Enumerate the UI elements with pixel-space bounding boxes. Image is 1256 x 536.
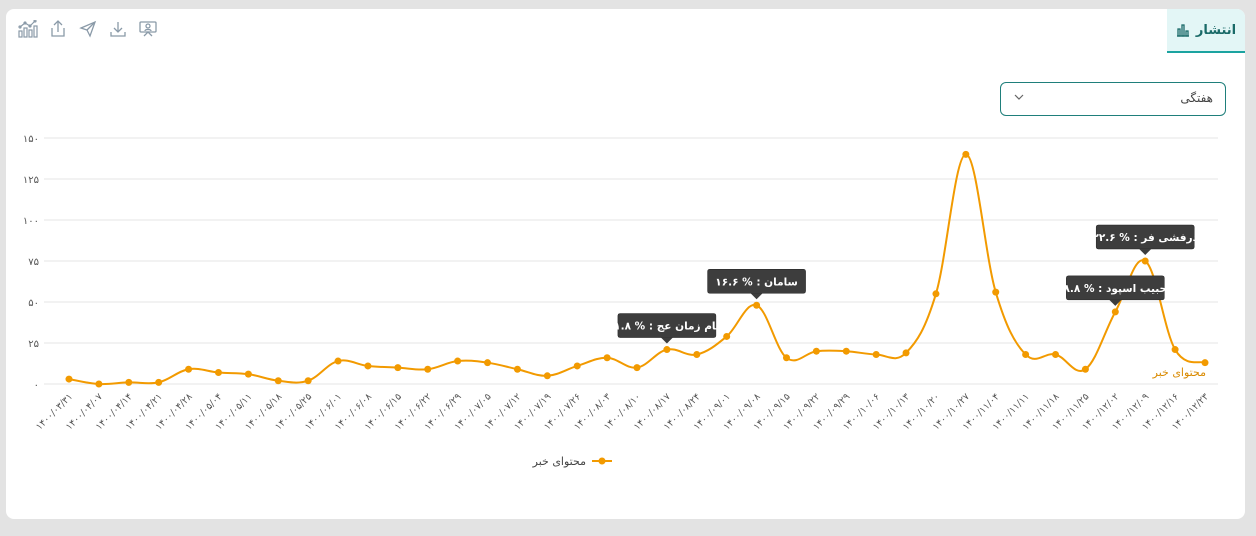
- data-point[interactable]: [155, 378, 163, 386]
- series-points: [65, 150, 1209, 388]
- series-line: [68, 153, 1206, 386]
- tab-publish[interactable]: انتشار: [1167, 9, 1245, 53]
- data-point[interactable]: [125, 378, 133, 386]
- data-point[interactable]: [274, 377, 282, 385]
- y-tick-label: ۰: [34, 380, 39, 391]
- data-point[interactable]: [513, 365, 521, 373]
- annotation-label: حبیب اسپود : % ۸.۸: [1064, 283, 1168, 295]
- y-tick-label: ۱۰۰: [23, 216, 39, 227]
- data-point[interactable]: [1022, 350, 1030, 358]
- legend[interactable]: محتوای خبر: [532, 455, 612, 468]
- share-icon[interactable]: [48, 19, 68, 39]
- legend-label: محتوای خبر: [532, 455, 586, 468]
- annotation: امام زمان عج : % ۳۱.۸: [608, 313, 726, 344]
- data-point[interactable]: [812, 347, 820, 355]
- annotation-pointer: [750, 293, 763, 300]
- data-point[interactable]: [65, 375, 73, 383]
- period-select[interactable]: هفتگی: [1000, 82, 1226, 116]
- data-point[interactable]: [1171, 346, 1179, 354]
- data-point[interactable]: [214, 369, 222, 377]
- data-point[interactable]: [723, 332, 731, 340]
- data-point[interactable]: [304, 377, 312, 385]
- data-point[interactable]: [932, 290, 940, 298]
- annotation-label: درفشی فر : % ۲۲.۶: [1092, 232, 1198, 244]
- data-point[interactable]: [1111, 308, 1119, 316]
- download-icon[interactable]: [108, 19, 128, 39]
- bar-chart-icon: [1176, 24, 1189, 37]
- data-point[interactable]: [902, 349, 910, 357]
- chevron-down-icon: [1014, 94, 1024, 100]
- data-point[interactable]: [962, 150, 970, 158]
- send-icon[interactable]: [78, 19, 98, 39]
- data-point[interactable]: [334, 357, 342, 365]
- period-select-value: هفتگی: [1180, 91, 1213, 105]
- data-point[interactable]: [95, 380, 103, 388]
- data-point[interactable]: [633, 364, 641, 372]
- series-end-label: محتوای خبر: [1152, 366, 1206, 379]
- gridlines: [44, 137, 1218, 385]
- x-axis-ticks: ۱۴۰۰/۰۳/۳۱۱۴۰۰/۰۴/۰۷۱۴۰۰/۰۴/۱۴۱۴۰۰/۰۴/۲۱…: [34, 391, 1211, 432]
- data-point[interactable]: [1201, 359, 1209, 367]
- chart-type-icon[interactable]: [18, 19, 38, 39]
- data-point[interactable]: [185, 365, 193, 373]
- data-point[interactable]: [842, 347, 850, 355]
- data-point[interactable]: [1141, 257, 1149, 265]
- line-chart: ۰ ۲۵ ۵۰ ۷۵ ۱۰۰ ۱۲۵ ۱۵۰ ۱۴۰۰/۰۳/۳۱۱۴۰۰/۰۴/۰۷۱۴۰…: [23, 134, 1218, 468]
- data-point[interactable]: [573, 362, 581, 370]
- data-point[interactable]: [543, 372, 551, 380]
- annotation-label: امام زمان عج : % ۳۱.۸: [608, 321, 726, 333]
- chart-toolbar: [18, 19, 158, 39]
- annotation-pointer: [1139, 249, 1152, 255]
- data-point[interactable]: [603, 354, 611, 362]
- data-point[interactable]: [244, 370, 252, 378]
- data-point[interactable]: [693, 350, 701, 358]
- y-tick-label: ۵۰: [28, 298, 39, 309]
- data-point[interactable]: [1081, 365, 1089, 373]
- y-tick-label: ۱۲۵: [23, 175, 39, 186]
- annotation: سامان : % ۱۶.۶: [707, 269, 806, 300]
- data-point[interactable]: [782, 354, 790, 362]
- annotations: امام زمان عج : % ۳۱.۸ سامان : % ۱۶.۶ حبیب …: [608, 224, 1199, 344]
- data-point[interactable]: [454, 357, 462, 365]
- annotation: درفشی فر : % ۲۲.۶: [1092, 224, 1199, 255]
- y-tick-label: ۱۵۰: [23, 134, 39, 145]
- data-point[interactable]: [394, 364, 402, 372]
- annotation: حبیب اسپود : % ۸.۸: [1064, 275, 1168, 306]
- annotation-pointer: [660, 337, 673, 344]
- data-point[interactable]: [872, 350, 880, 358]
- legend-marker-icon: [598, 457, 606, 465]
- data-point[interactable]: [1052, 350, 1060, 358]
- data-point[interactable]: [424, 365, 432, 373]
- data-point[interactable]: [484, 359, 492, 367]
- chart-card: ۰ ۲۵ ۵۰ ۷۵ ۱۰۰ ۱۲۵ ۱۵۰ ۱۴۰۰/۰۳/۳۱ ۱۴۰۰/۰۴/۰۷ ۱۴۰…: [6, 9, 1245, 519]
- tab-publish-label: انتشار: [1195, 22, 1237, 38]
- y-tick-label: ۷۵: [28, 257, 39, 268]
- data-point[interactable]: [753, 301, 761, 309]
- presentation-icon[interactable]: [138, 19, 158, 39]
- y-axis-ticks: ۰ ۲۵ ۵۰ ۷۵ ۱۰۰ ۱۲۵ ۱۵۰: [23, 134, 39, 391]
- y-tick-label: ۲۵: [28, 339, 39, 350]
- annotation-pointer: [1109, 299, 1122, 306]
- annotation-label: سامان : % ۱۶.۶: [715, 276, 798, 288]
- data-point[interactable]: [992, 288, 1000, 296]
- data-point[interactable]: [364, 362, 372, 370]
- data-point[interactable]: [663, 346, 671, 354]
